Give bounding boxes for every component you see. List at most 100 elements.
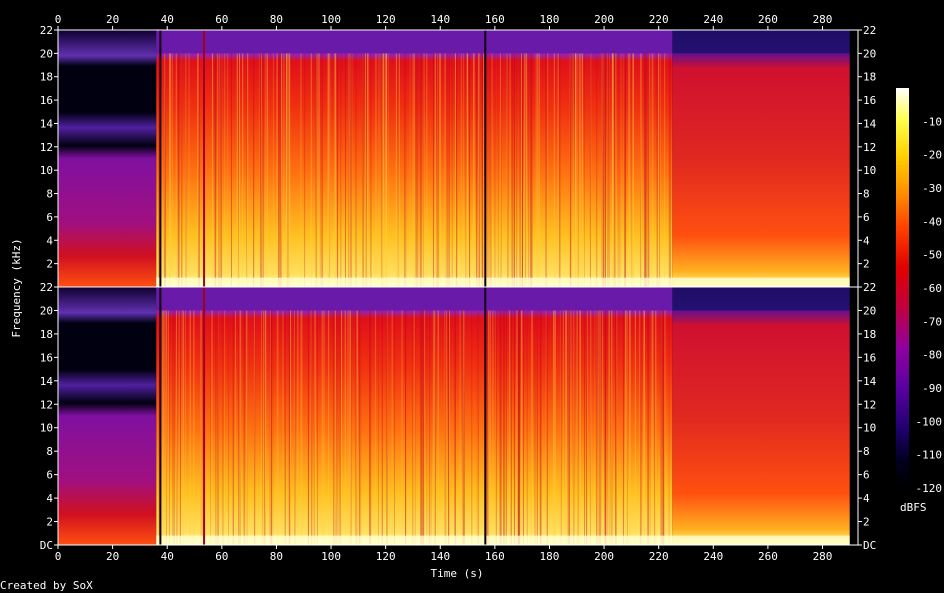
y-tick-label: 4 bbox=[863, 234, 870, 247]
colorbar-tick-label: -20 bbox=[922, 149, 942, 162]
y-tick-label: 6 bbox=[863, 211, 870, 224]
footer-credit: Created by SoX bbox=[0, 579, 93, 592]
y-tick-label: 18 bbox=[863, 71, 876, 84]
x-tick-label: 160 bbox=[485, 550, 505, 563]
y-tick-label: 2 bbox=[46, 258, 53, 271]
x-tick-label: 260 bbox=[758, 550, 778, 563]
y-tick-label: 6 bbox=[863, 469, 870, 482]
x-tick-label: 240 bbox=[703, 13, 723, 26]
x-tick-label: 80 bbox=[270, 13, 283, 26]
y-tick-label: 16 bbox=[40, 94, 53, 107]
x-tick-label: 220 bbox=[649, 550, 669, 563]
y-tick-label: 8 bbox=[46, 445, 53, 458]
colorbar-tick-label: -30 bbox=[922, 182, 942, 195]
colorbar-tick-label: -90 bbox=[922, 382, 942, 395]
channel-panel-right bbox=[58, 287, 858, 545]
y-tick-label: 16 bbox=[863, 351, 876, 364]
x-tick-label: 280 bbox=[813, 550, 833, 563]
y-tick-label: 12 bbox=[863, 398, 876, 411]
y-tick-label: 16 bbox=[40, 351, 53, 364]
y-tick-label: 20 bbox=[863, 304, 876, 317]
x-tick-label: 100 bbox=[321, 550, 341, 563]
panel-frame bbox=[57, 286, 859, 546]
y-tick-label: 18 bbox=[40, 71, 53, 84]
y-tick-label: 20 bbox=[40, 47, 53, 60]
colorbar-tick-label: -70 bbox=[922, 315, 942, 328]
y-tick-label: 10 bbox=[40, 422, 53, 435]
silence-end bbox=[849, 30, 858, 287]
x-tick-label: 0 bbox=[55, 13, 62, 26]
y-tick-label: 2 bbox=[863, 258, 870, 271]
band-above-20k bbox=[156, 30, 673, 54]
x-tick-label: 140 bbox=[430, 550, 450, 563]
segment-2 bbox=[672, 30, 850, 287]
x-tick-label: 40 bbox=[161, 13, 174, 26]
band-above-20k-outro bbox=[672, 30, 850, 54]
y-tick-label: DC bbox=[863, 539, 876, 552]
y-tick-label: 22 bbox=[863, 24, 876, 37]
y-tick-label: 4 bbox=[863, 492, 870, 505]
x-tick-label: 80 bbox=[270, 550, 283, 563]
colorbar-tick-label: -100 bbox=[916, 415, 943, 428]
x-axis-label: Time (s) bbox=[431, 567, 484, 580]
colorbar bbox=[896, 88, 909, 488]
colorbar-tick-label: -60 bbox=[922, 282, 942, 295]
x-tick-label: 40 bbox=[161, 550, 174, 563]
x-tick-label: 60 bbox=[215, 13, 228, 26]
y-tick-label: 10 bbox=[863, 422, 876, 435]
y-tick-label: 22 bbox=[863, 281, 876, 294]
x-tick-label: 200 bbox=[594, 550, 614, 563]
colorbar-tick-label: -10 bbox=[922, 115, 942, 128]
x-tick-label: 220 bbox=[649, 13, 669, 26]
x-tick-label: 180 bbox=[540, 13, 560, 26]
x-tick-label: 0 bbox=[55, 550, 62, 563]
y-axis-label: Frequency (kHz) bbox=[10, 238, 23, 337]
y-tick-label: 14 bbox=[863, 117, 877, 130]
x-tick-label: 120 bbox=[376, 550, 396, 563]
x-tick-label: 100 bbox=[321, 13, 341, 26]
low-band bbox=[156, 535, 850, 545]
y-tick-label: 6 bbox=[46, 211, 53, 224]
y-tick-label: 2 bbox=[863, 516, 870, 529]
y-tick-label: 20 bbox=[40, 304, 53, 317]
y-tick-label: 4 bbox=[46, 492, 53, 505]
y-tick-label: 4 bbox=[46, 234, 53, 247]
y-tick-label: 14 bbox=[40, 117, 54, 130]
x-tick-label: 160 bbox=[485, 13, 505, 26]
band-above-20k bbox=[156, 287, 673, 311]
y-tick-label: 6 bbox=[46, 469, 53, 482]
y-tick-label: 18 bbox=[863, 328, 876, 341]
channel-panel-left bbox=[58, 30, 858, 287]
x-tick-label: 20 bbox=[106, 550, 119, 563]
y-tick-label: 8 bbox=[863, 188, 870, 201]
y-tick-label: 2 bbox=[46, 516, 53, 529]
y-tick-label: 10 bbox=[40, 164, 53, 177]
y-tick-label: 12 bbox=[40, 141, 53, 154]
y-tick-label: 18 bbox=[40, 328, 53, 341]
segment-1 bbox=[156, 30, 673, 287]
y-tick-label: 12 bbox=[863, 141, 876, 154]
x-tick-label: 260 bbox=[758, 13, 778, 26]
colorbar-tick-label: -80 bbox=[922, 349, 942, 362]
segment-0 bbox=[58, 30, 157, 287]
y-tick-label: 14 bbox=[863, 375, 877, 388]
y-tick-label: 12 bbox=[40, 398, 53, 411]
low-band bbox=[156, 277, 850, 287]
y-tick-label: 16 bbox=[863, 94, 876, 107]
segment-2 bbox=[672, 287, 850, 545]
x-tick-label: 140 bbox=[430, 13, 450, 26]
silence-end bbox=[849, 287, 858, 545]
y-tick-label: 8 bbox=[863, 445, 870, 458]
x-tick-label: 60 bbox=[215, 550, 228, 563]
y-tick-label: 22 bbox=[40, 281, 53, 294]
x-tick-label: 120 bbox=[376, 13, 396, 26]
colorbar-label: dBFS bbox=[900, 501, 927, 514]
y-tick-label: 10 bbox=[863, 164, 876, 177]
x-tick-label: 280 bbox=[813, 13, 833, 26]
y-tick-label: DC bbox=[40, 539, 53, 552]
y-tick-label: 20 bbox=[863, 47, 876, 60]
colorbar-tick-label: -50 bbox=[922, 249, 942, 262]
y-tick-label: 14 bbox=[40, 375, 54, 388]
x-tick-label: 200 bbox=[594, 13, 614, 26]
